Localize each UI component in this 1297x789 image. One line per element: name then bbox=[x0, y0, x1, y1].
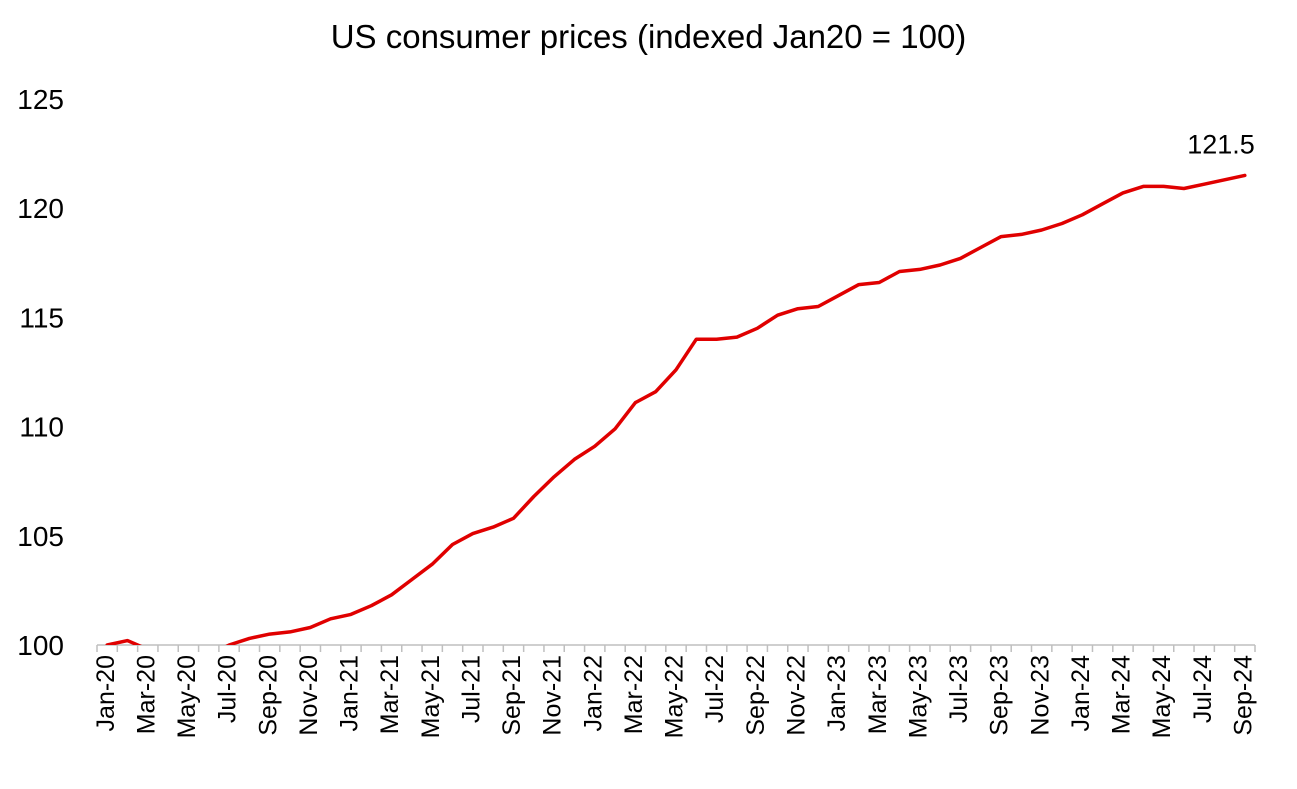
plot-area bbox=[105, 173, 1247, 645]
x-tick-label: Jan-24 bbox=[1067, 655, 1095, 732]
x-tick-label: Mar-24 bbox=[1108, 655, 1136, 734]
x-tick-label: Jul-23 bbox=[945, 655, 973, 723]
series-line bbox=[105, 173, 1247, 645]
y-tick-label: 110 bbox=[19, 412, 64, 443]
x-tick-label: Mar-23 bbox=[864, 655, 892, 734]
x-tick-label: Jul-21 bbox=[457, 655, 485, 723]
x-tick-label: Nov-21 bbox=[539, 655, 567, 736]
y-tick-label: 125 bbox=[17, 84, 64, 115]
annotations: 121.5 bbox=[1187, 129, 1255, 159]
x-tick-label: Sep-22 bbox=[742, 655, 770, 736]
x-axis-tick-labels: Jan-20 Mar-20 May-20 Jul-20 Sep-20 Nov-20 Jan-… bbox=[92, 655, 1258, 738]
x-tick-label: Jan-23 bbox=[823, 655, 851, 731]
x-tick-label: Sep-20 bbox=[254, 655, 282, 736]
chart-title: US consumer prices (indexed Jan20 = 100) bbox=[330, 18, 967, 55]
y-tick-label: 120 bbox=[17, 193, 64, 224]
x-tick-label: Mar-22 bbox=[620, 655, 648, 734]
y-tick-label: 100 bbox=[17, 630, 64, 661]
x-tick-label: Nov-20 bbox=[295, 655, 323, 736]
x-tick-label: Jul-24 bbox=[1189, 655, 1217, 723]
x-tick-label: Sep-23 bbox=[986, 655, 1014, 736]
x-tick-label: Jul-22 bbox=[701, 655, 729, 723]
y-tick-label: 105 bbox=[17, 521, 64, 552]
data-label: 121.5 bbox=[1187, 129, 1255, 159]
x-tick-label: Mar-21 bbox=[376, 655, 404, 734]
x-tick-label: May-22 bbox=[661, 655, 689, 738]
x-tick-label: Sep-24 bbox=[1229, 655, 1257, 736]
x-tick-label: May-24 bbox=[1148, 655, 1176, 738]
x-tick-label: Mar-20 bbox=[132, 655, 160, 734]
x-tick-label: Sep-21 bbox=[498, 655, 526, 736]
x-tick-label: May-23 bbox=[904, 655, 932, 738]
x-tick-label: Nov-23 bbox=[1026, 655, 1054, 736]
x-tick-label: May-20 bbox=[173, 655, 201, 738]
x-tick-label: Nov-22 bbox=[783, 655, 811, 736]
x-tick-label: Jan-20 bbox=[92, 655, 120, 731]
x-tick-label: Jul-20 bbox=[214, 655, 242, 723]
x-tick-label: May-21 bbox=[417, 655, 445, 738]
x-tick-label: Jan-22 bbox=[579, 655, 607, 731]
y-axis-tick-labels: 100 105 110 115 120 125 bbox=[17, 84, 64, 661]
x-tick-label: Jan-21 bbox=[336, 655, 364, 731]
x-axis-ticks bbox=[96, 645, 1256, 652]
y-tick-label: 115 bbox=[19, 302, 64, 333]
